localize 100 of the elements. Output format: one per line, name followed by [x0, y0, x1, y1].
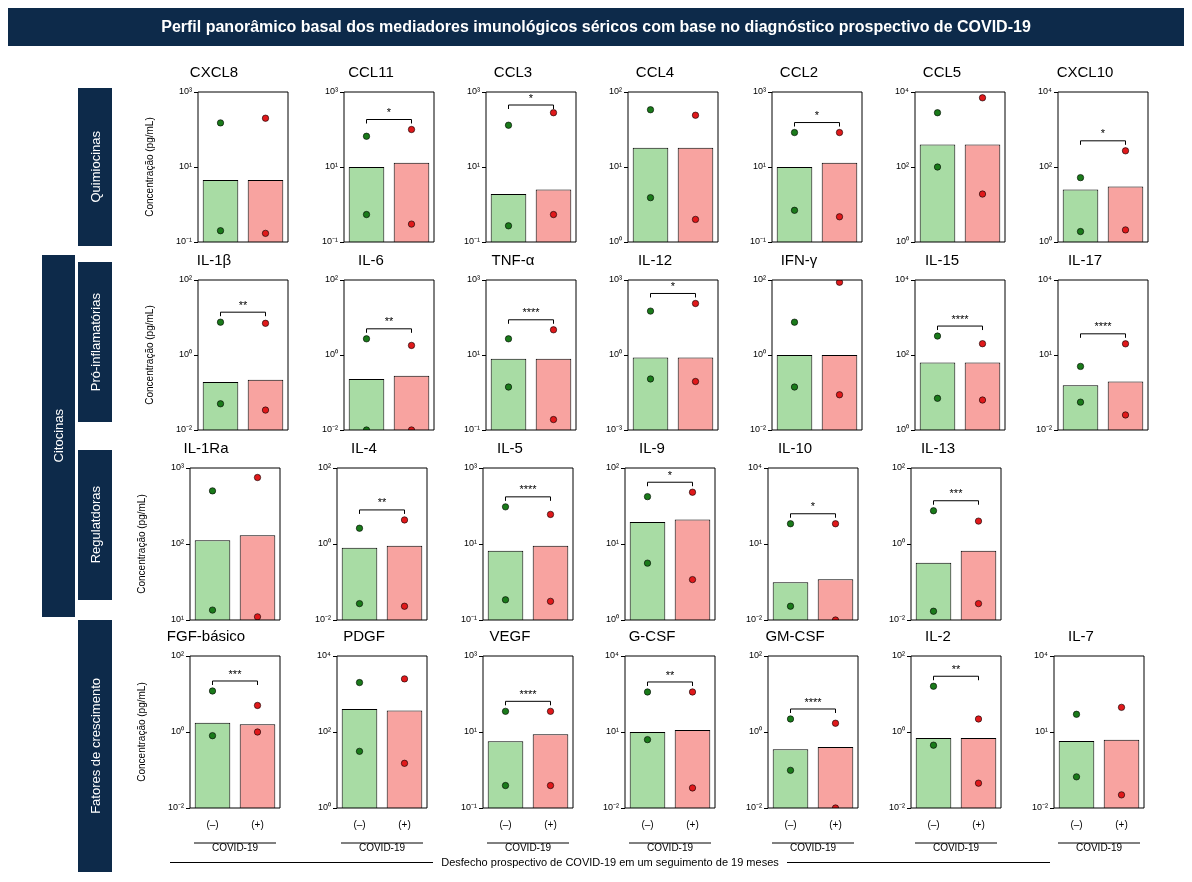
y-tick-label: 10²: [1038, 161, 1052, 172]
y-tick-label: 10¹: [605, 726, 619, 737]
y-tick-label: 10²: [895, 349, 909, 360]
y-tick-label: 10⁻¹: [175, 236, 192, 247]
y-tick-label: 10³: [466, 86, 480, 97]
y-tick-label: 10⁰: [605, 614, 619, 625]
annotation: ****: [519, 483, 538, 496]
y-tick-label: 10⁰: [891, 538, 905, 549]
annotation: **: [238, 298, 248, 311]
chart-title: IL-10: [777, 439, 813, 457]
chart-title: IL-1Ra: [183, 439, 230, 457]
y-tick-label: 10¹: [466, 349, 480, 360]
y-tick-label: 10⁴: [895, 274, 910, 285]
text: Desfecho prospectivo de COVID-19 em um seguimento de 19 meses: [441, 856, 779, 868]
text: Perfil panorâmico basal dos mediadores imunológicos séricos com base no diagnóstico prospectivo de COVID-19: [8, 8, 1184, 46]
y-tick-label: 10⁰: [748, 726, 762, 737]
y-tick-label: 10¹: [1034, 726, 1048, 737]
y-axis-title: Concentração (pg/mL): [143, 117, 155, 217]
y-tick-label: 10¹: [608, 161, 622, 172]
annotation: *: [667, 468, 673, 481]
chart-title: IL-7: [1068, 627, 1094, 645]
x-tick-label: (+): [251, 818, 264, 830]
y-tick-label: 10⁰: [317, 538, 331, 549]
x-axis-title: COVID-19: [646, 841, 694, 853]
annotation: **: [384, 315, 394, 328]
y-tick-label: 10⁴: [1038, 86, 1053, 97]
x-tick-label: (+): [686, 818, 699, 830]
y-tick-label: 10⁴: [317, 650, 332, 661]
text: Quimiocinas: [87, 131, 103, 203]
x-tick-label: (+): [544, 818, 557, 830]
y-tick-label: 10⁻²: [1031, 802, 1048, 813]
chart-title: IL-5: [497, 439, 523, 457]
x-tick-label: (–): [499, 818, 512, 830]
y-tick-label: 10²: [178, 274, 192, 285]
y-tick-label: 10⁰: [178, 349, 192, 360]
x-tick-label: (+): [829, 818, 842, 830]
y-axis-title: Concentração (pg/mL): [135, 682, 147, 782]
y-tick-label: 10²: [895, 161, 909, 172]
y-tick-label: 10³: [463, 462, 477, 473]
y-tick-label: 10⁻²: [1035, 424, 1052, 435]
chart-title: CXCL10: [1056, 63, 1114, 81]
annotation: ****: [1094, 320, 1113, 333]
chart-title: G-CSF: [628, 627, 676, 645]
x-axis-title: COVID-19: [1075, 841, 1123, 853]
y-tick-label: 10¹: [748, 538, 762, 549]
x-tick-label: (–): [1070, 818, 1083, 830]
y-tick-label: 10²: [605, 462, 619, 473]
y-tick-label: 10¹: [1038, 349, 1052, 360]
chart-title: CCL2: [779, 63, 819, 81]
chart-title: CCL3: [493, 63, 533, 81]
annotation: *: [386, 106, 392, 119]
chart-title: IL-17: [1067, 251, 1103, 269]
text: Citocinas: [51, 409, 66, 463]
annotation: *: [528, 91, 534, 104]
y-tick-label: 10⁰: [317, 802, 331, 813]
y-tick-label: 10²: [170, 538, 184, 549]
y-tick-label: 10³: [466, 274, 480, 285]
y-tick-label: 10⁻²: [175, 424, 192, 435]
y-tick-label: 10⁻²: [602, 802, 619, 813]
chart-title: TNF-α: [491, 251, 535, 269]
y-tick-label: 10⁻³: [605, 424, 622, 435]
chart-title: IL-15: [924, 251, 960, 269]
x-tick-label: (–): [641, 818, 654, 830]
y-tick-label: 10⁻²: [745, 802, 762, 813]
y-tick-label: 10⁴: [1034, 650, 1049, 661]
y-tick-label: 10⁻¹: [460, 802, 477, 813]
chart-title: CXCL8: [189, 63, 239, 81]
x-axis-title: COVID-19: [932, 841, 980, 853]
y-tick-label: 10²: [317, 726, 331, 737]
y-tick-label: 10²: [752, 274, 766, 285]
annotation: ****: [804, 695, 823, 708]
y-tick-label: 10⁴: [1038, 274, 1053, 285]
y-tick-label: 10²: [891, 462, 905, 473]
y-tick-label: 10³: [752, 86, 766, 97]
chart-title: PDGF: [343, 627, 385, 645]
y-tick-label: 10¹: [170, 614, 184, 625]
chart-title: FGF-básico: [166, 627, 246, 645]
y-tick-label: 10²: [891, 650, 905, 661]
chart-title: IL-13: [920, 439, 956, 457]
x-tick-label: (–): [784, 818, 797, 830]
x-tick-label: (–): [353, 818, 366, 830]
annotation: ****: [519, 687, 538, 700]
text: Fatores de crescimento: [87, 678, 103, 814]
y-tick-label: 10⁻¹: [321, 236, 338, 247]
chart-title: CCL5: [922, 63, 962, 81]
annotation: *: [1100, 127, 1106, 140]
annotation: ***: [228, 667, 243, 680]
y-tick-label: 10⁰: [324, 349, 338, 360]
y-tick-label: 10¹: [178, 161, 192, 172]
y-tick-label: 10⁴: [895, 86, 910, 97]
y-tick-label: 10⁴: [605, 650, 620, 661]
y-tick-label: 10¹: [466, 161, 480, 172]
x-axis-title: COVID-19: [358, 841, 406, 853]
chart-title: IFN-γ: [780, 251, 818, 269]
chart-title: GM-CSF: [765, 627, 825, 645]
y-tick-label: 10²: [170, 650, 184, 661]
y-tick-label: 10⁰: [752, 349, 766, 360]
x-tick-label: (–): [206, 818, 219, 830]
y-tick-label: 10⁰: [891, 726, 905, 737]
y-tick-label: 10⁻²: [888, 614, 905, 625]
